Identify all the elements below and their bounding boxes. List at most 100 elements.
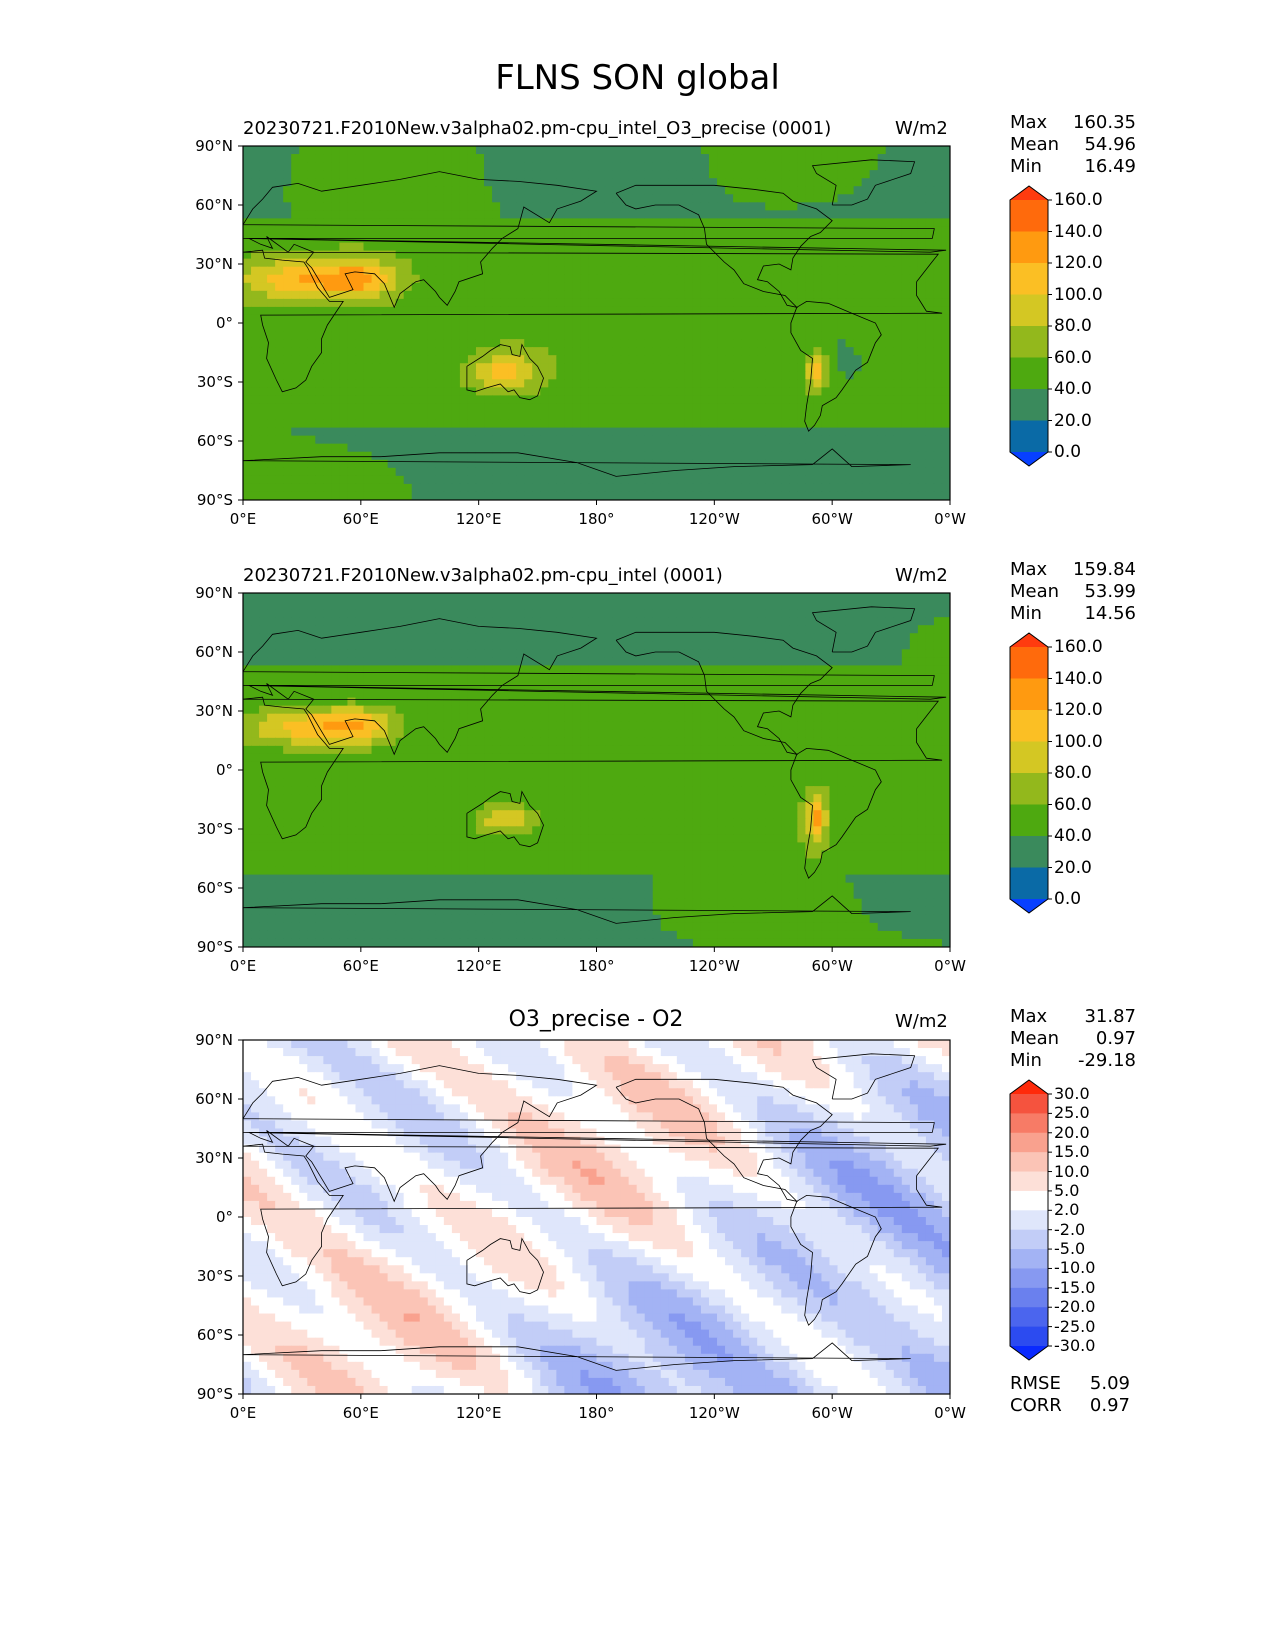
field-cell bbox=[363, 483, 373, 493]
field-cell bbox=[676, 633, 686, 642]
field-cell bbox=[845, 379, 855, 388]
field-cell bbox=[291, 306, 300, 316]
field-cell bbox=[877, 242, 887, 252]
field-cell bbox=[548, 459, 557, 469]
field-cell bbox=[524, 435, 533, 445]
field-cell bbox=[692, 146, 702, 155]
field-cell bbox=[652, 282, 662, 292]
field-cell bbox=[267, 355, 276, 364]
field-cell bbox=[371, 226, 381, 236]
field-cell bbox=[339, 609, 349, 618]
field-cell bbox=[524, 218, 533, 228]
field-cell bbox=[516, 282, 525, 292]
field-cell bbox=[435, 314, 445, 324]
field-cell bbox=[243, 186, 252, 195]
field-cell bbox=[869, 170, 879, 179]
field-cell bbox=[757, 170, 766, 179]
field-cell bbox=[548, 633, 557, 642]
field-cell bbox=[620, 649, 630, 658]
field-cell bbox=[524, 314, 533, 324]
field-cell bbox=[877, 681, 887, 691]
field-cell bbox=[765, 395, 774, 405]
field-cell bbox=[749, 395, 758, 405]
field-cell bbox=[451, 331, 461, 340]
field-cell bbox=[331, 355, 341, 364]
field-cell bbox=[797, 617, 806, 626]
field-cell bbox=[443, 475, 453, 485]
field-cell bbox=[251, 491, 260, 500]
field-cell bbox=[813, 210, 823, 220]
field-cell bbox=[885, 491, 895, 500]
field-cell bbox=[500, 331, 509, 340]
field-cell bbox=[291, 274, 300, 284]
field-cell bbox=[725, 403, 734, 413]
field-cell bbox=[813, 202, 823, 211]
field-cell bbox=[733, 435, 742, 445]
field-cell bbox=[869, 274, 879, 284]
field-cell bbox=[917, 323, 927, 332]
field-cell bbox=[524, 347, 533, 356]
field-cell bbox=[620, 314, 630, 324]
field-cell bbox=[676, 491, 686, 500]
field-cell bbox=[877, 475, 887, 485]
field-cell bbox=[821, 323, 831, 332]
field-cell bbox=[524, 186, 533, 195]
field-cell bbox=[323, 298, 332, 308]
field-cell bbox=[443, 250, 453, 260]
field-cell bbox=[765, 162, 774, 171]
field-cell bbox=[267, 403, 276, 413]
field-cell bbox=[861, 633, 871, 642]
field-cell bbox=[676, 178, 686, 187]
field-cell bbox=[475, 451, 485, 461]
field-cell bbox=[941, 154, 950, 163]
field-cell bbox=[853, 314, 863, 324]
field-cell bbox=[307, 355, 316, 364]
field-cell bbox=[933, 673, 943, 683]
field-cell bbox=[395, 347, 405, 356]
field-cell bbox=[283, 170, 292, 179]
field-cell bbox=[845, 467, 855, 477]
field-cell bbox=[572, 210, 582, 220]
field-cell bbox=[869, 443, 879, 453]
field-cell bbox=[387, 601, 397, 610]
field-cell bbox=[676, 673, 686, 683]
field-cell bbox=[652, 419, 662, 429]
field-cell bbox=[363, 395, 373, 405]
field-cell bbox=[443, 162, 453, 171]
field-cell bbox=[371, 657, 381, 667]
field-cell bbox=[475, 274, 485, 284]
field-cell bbox=[411, 226, 421, 236]
field-cell bbox=[323, 593, 332, 602]
field-cell bbox=[781, 258, 790, 268]
field-cell bbox=[652, 601, 662, 610]
field-cell bbox=[853, 210, 863, 220]
field-cell bbox=[323, 146, 332, 155]
field-cell bbox=[725, 641, 734, 650]
field-cell bbox=[347, 609, 357, 618]
field-cell bbox=[355, 282, 365, 292]
field-cell bbox=[925, 609, 935, 618]
field-cell bbox=[917, 154, 927, 163]
field-cell bbox=[299, 258, 308, 268]
field-cell bbox=[797, 258, 806, 268]
field-cell bbox=[877, 266, 887, 276]
field-cell bbox=[733, 282, 742, 292]
field-cell bbox=[612, 226, 622, 236]
field-cell bbox=[684, 427, 694, 437]
field-cell bbox=[821, 194, 831, 203]
field-cell bbox=[532, 601, 541, 610]
field-cell bbox=[347, 593, 357, 602]
field-cell bbox=[484, 475, 493, 485]
stat-max: 160.35 bbox=[1073, 112, 1136, 133]
field-cell bbox=[684, 282, 694, 292]
field-cell bbox=[251, 419, 260, 429]
field-cell bbox=[813, 609, 823, 618]
field-cell bbox=[725, 186, 734, 195]
field-cell bbox=[676, 274, 686, 284]
field-cell bbox=[331, 601, 341, 610]
field-cell bbox=[259, 395, 268, 405]
field-cell bbox=[267, 339, 276, 348]
field-cell bbox=[371, 475, 381, 485]
field-cell bbox=[612, 633, 622, 642]
field-cell bbox=[259, 258, 268, 268]
